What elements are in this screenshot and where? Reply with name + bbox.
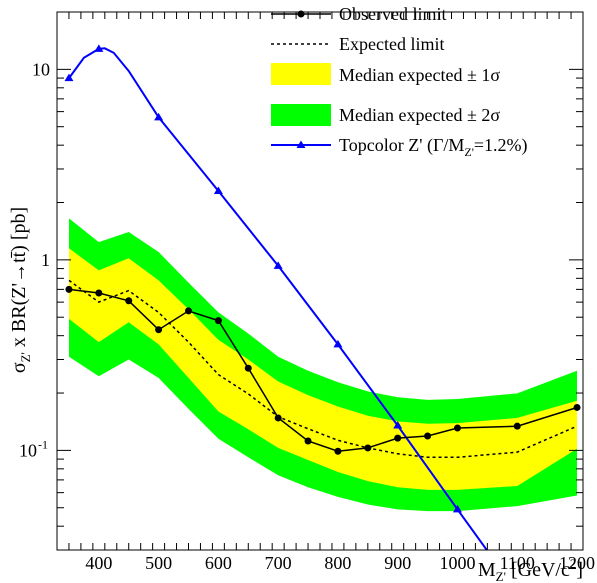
observed-point (155, 326, 163, 334)
uncertainty-bands (69, 218, 577, 512)
observed-point (334, 447, 342, 455)
observed-point (185, 307, 192, 315)
observed-point (394, 434, 402, 442)
observed-point (304, 437, 312, 445)
x-tick-label: 1100 (500, 553, 535, 573)
legend-band1-label: Median expected ± 1σ (339, 65, 500, 85)
topcolor-point (94, 44, 104, 52)
topcolor-point (273, 261, 283, 269)
observed-point (573, 403, 581, 411)
x-tick-label: 1200 (559, 553, 595, 573)
legend-topcolor-label: Topcolor Z' (Γ/MZ'=1.2%) (339, 135, 528, 159)
observed-point (364, 444, 372, 452)
x-tick-label: 600 (205, 553, 232, 573)
legend-band2-swatch (271, 104, 331, 126)
observed-point (244, 364, 252, 372)
legend-band1-swatch (271, 63, 331, 85)
legend-observed-label: Observed limit (339, 4, 446, 24)
x-tick-label: 500 (145, 553, 172, 573)
legend-observed-marker (297, 10, 305, 18)
legend-expected-label: Expected limit (339, 34, 444, 54)
x-tick-label: 700 (265, 553, 292, 573)
observed-limit-line (68, 288, 578, 452)
y-tick-label: 1 (41, 250, 50, 270)
observed-point (513, 422, 521, 430)
x-axis-label: MZ' [GeV/c2] (478, 556, 583, 583)
x-tick-label: 400 (85, 553, 112, 573)
topcolor-point (393, 421, 403, 429)
observed-point (125, 297, 133, 305)
topcolor-point (452, 504, 462, 513)
x-tick-label: 1000 (439, 553, 475, 573)
observed-point (214, 317, 222, 325)
y-tick-label: 10 (32, 59, 50, 79)
x-tick-label: 900 (384, 553, 411, 573)
topcolor-point (333, 339, 343, 348)
observed-point (274, 414, 282, 422)
topcolor-point (154, 112, 164, 121)
observed-point (95, 289, 103, 297)
y-axis-label: σZ' x BR(Z'→tt̄) [pb] (8, 207, 33, 373)
limit-curves (64, 44, 581, 550)
x-tick-label: 800 (324, 553, 351, 573)
observed-point (453, 424, 461, 432)
topcolor-point (64, 73, 74, 82)
legend-topcolor-marker (296, 140, 306, 148)
legend: Observed limit Expected limit Median exp… (271, 4, 528, 159)
topcolor-point (213, 186, 223, 194)
observed-point (65, 285, 73, 293)
legend-band2-label: Median expected ± 2σ (339, 105, 500, 125)
y-tick-label: 10 (19, 440, 37, 460)
y-tick-label-exponent: -1 (38, 437, 48, 451)
observed-point (424, 432, 432, 440)
